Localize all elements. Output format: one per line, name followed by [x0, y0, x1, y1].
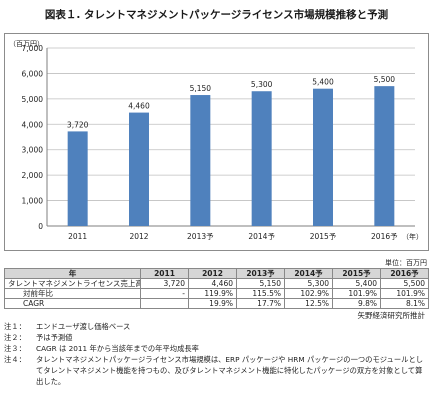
bar — [67, 131, 88, 226]
table-cell: 5,500 — [380, 278, 429, 289]
table-row-label: タレントマネジメントライセンス売上高 — [4, 278, 141, 289]
table-header-cell: 2015予 — [332, 268, 381, 279]
note-label: 注４： — [4, 355, 26, 364]
y-tick-label: 1,000 — [22, 197, 44, 206]
bar-chart: 0 1,000 2,000 3,000 4,000 5,000 6,000 7,000（百万円… — [9, 40, 423, 241]
table-cell: 119.9% — [188, 288, 237, 299]
data-table: 年 2011 2012 2013予 2014予 2015予 2016予 タレント… — [4, 268, 429, 309]
notes: 注１： エンドユーザ渡し価格ベース 注２： 予は予測値 注３： CAGR は 2… — [4, 321, 429, 387]
table-header-cell: 2011 — [140, 268, 189, 279]
table-cell: 8.1% — [380, 298, 429, 309]
x-axis-label: （年） — [402, 232, 423, 241]
table-cell: 115.5% — [236, 288, 285, 299]
bar — [129, 112, 149, 226]
note-text: 予は予測値 — [36, 333, 73, 342]
bar — [374, 86, 395, 226]
table-header-cell: 年 — [4, 268, 141, 279]
table-row: CAGR 19.9% 17.7% 12.5% 9.8% 8.1% — [4, 298, 429, 309]
table-row: 対前年比 - 119.9% 115.5% 102.9% 101.9% 101.9… — [4, 288, 429, 299]
table-cell: 17.7% — [236, 298, 285, 309]
y-tick-label: 2,000 — [22, 171, 44, 180]
table-header-cell: 2012 — [188, 268, 237, 279]
note-text: CAGR は 2011 年から当該年までの年平均成長率 — [36, 344, 199, 353]
x-tick-label: 2016予 — [371, 232, 398, 241]
x-tick-label: 2011 — [68, 232, 87, 241]
note-item: 注３： CAGR は 2011 年から当該年までの年平均成長率 — [4, 343, 429, 354]
data-label: 5,500 — [374, 75, 396, 84]
table-cell: - — [140, 288, 189, 299]
chart-title: 図表１. タレントマネジメントパッケージライセンス市場規模推移と予測 — [44, 9, 389, 21]
y-tick-label: 3,000 — [22, 146, 44, 155]
table-header-cell: 2013予 — [236, 268, 285, 279]
y-axis-label: （百万円） — [9, 40, 44, 48]
plot-area — [47, 48, 415, 226]
note-label: 注３： — [4, 344, 26, 353]
table-cell: 9.8% — [332, 298, 381, 309]
x-tick-label: 2012 — [129, 232, 148, 241]
note-label: 注２： — [4, 333, 26, 342]
bar — [313, 88, 333, 226]
note-item: 注２： 予は予測値 — [4, 332, 429, 343]
x-tick-label: 2013予 — [187, 232, 214, 241]
table-cell: 101.9% — [332, 288, 381, 299]
table-cell: 4,460 — [188, 278, 237, 289]
y-tick-label: 6,000 — [22, 69, 44, 78]
table-row-label: CAGR — [4, 298, 141, 309]
y-tick-label: 5,000 — [22, 95, 44, 104]
table-cell: 101.9% — [380, 288, 429, 299]
table-header-cell: 2014予 — [284, 268, 333, 279]
table-cell: 5,150 — [236, 278, 285, 289]
y-tick-label: 7,000 — [22, 44, 44, 53]
note-label: 注１： — [4, 322, 26, 331]
table-cell: 102.9% — [284, 288, 333, 299]
table-cell: 5,400 — [332, 278, 381, 289]
data-label: 3,720 — [67, 120, 89, 129]
note-item: 注１： エンドユーザ渡し価格ベース — [4, 321, 429, 332]
bar — [190, 95, 211, 226]
x-tick-label: 2015予 — [310, 232, 337, 241]
table-unit-label: 単位：百万円 — [385, 259, 427, 267]
x-tick-label: 2014予 — [248, 232, 275, 241]
table-row-label: 対前年比 — [4, 288, 141, 299]
bar — [251, 91, 272, 226]
data-label: 5,300 — [251, 80, 273, 89]
data-label: 5,150 — [190, 84, 212, 93]
table-cell: 19.9% — [188, 298, 237, 309]
note-text: タレントマネジメントパッケージライセンス市場規模は、ERP パッケージや HRM… — [36, 355, 424, 386]
source-credit: 矢野経済研究所推計 — [357, 311, 426, 320]
table-cell: 5,300 — [284, 278, 333, 289]
y-tick-label: 4,000 — [22, 120, 44, 129]
y-tick-label: 0 — [38, 222, 43, 231]
table-cell: 12.5% — [284, 298, 333, 309]
note-text: エンドユーザ渡し価格ベース — [36, 322, 131, 331]
note-item: 注４： タレントマネジメントパッケージライセンス市場規模は、ERP パッケージや… — [4, 354, 429, 387]
table-header-row: 年 2011 2012 2013予 2014予 2015予 2016予 — [4, 268, 429, 279]
data-label: 5,400 — [312, 78, 334, 87]
table-cell: 3,720 — [140, 278, 189, 289]
table-row: タレントマネジメントライセンス売上高 3,720 4,460 5,150 5,3… — [4, 278, 429, 289]
chart-frame: 0 1,000 2,000 3,000 4,000 5,000 6,000 7,000 （百万円… — [4, 33, 429, 251]
data-label: 4,460 — [128, 102, 150, 111]
table-header-cell: 2016予 — [380, 268, 429, 279]
table-cell — [140, 298, 189, 309]
